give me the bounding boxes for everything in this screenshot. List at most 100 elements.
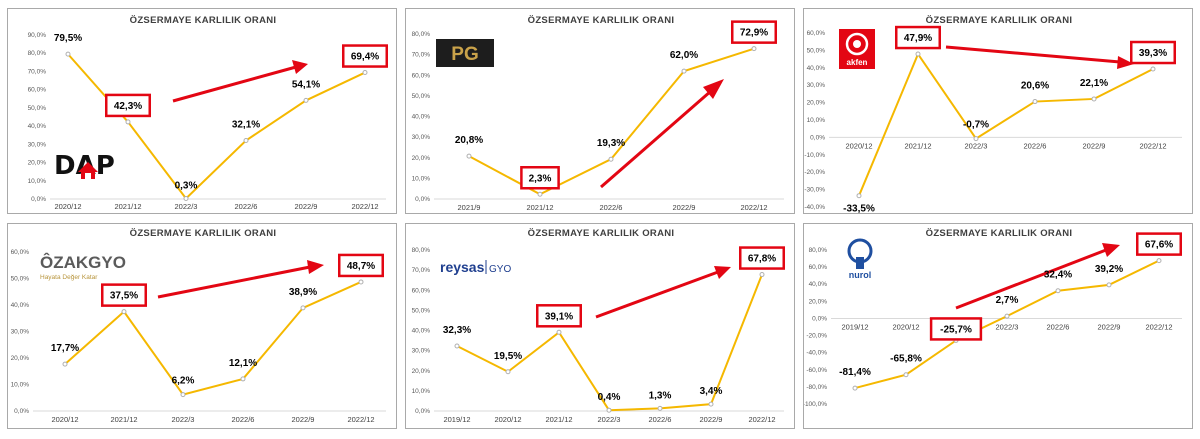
- y-tick-label: 60,0%: [412, 287, 431, 294]
- x-tick-label: 2022/12: [1139, 141, 1166, 150]
- x-tick-label: 2022/9: [700, 415, 723, 424]
- data-point: [759, 272, 765, 278]
- data-point: [65, 51, 71, 57]
- x-tick-label: 2022/3: [172, 415, 195, 424]
- y-tick-label: 40,0%: [809, 281, 828, 288]
- logo-wordmark: ÔZAKGYO: [40, 253, 126, 272]
- x-tick-label: 2022/6: [235, 202, 258, 211]
- y-tick-label: -10,0%: [804, 152, 825, 159]
- data-label: -33,5%: [843, 204, 875, 215]
- chart-title: ÖZSERMAYE KARLILIK ORANI: [130, 15, 277, 26]
- highlight-box: [739, 246, 785, 270]
- data-point: [358, 279, 364, 285]
- data-label: 20,8%: [455, 135, 483, 146]
- data-label: -81,4%: [839, 367, 871, 378]
- y-tick-label: 50,0%: [28, 105, 47, 112]
- data-label: 42,3%: [114, 101, 142, 112]
- y-tick-label: -80,0%: [806, 384, 827, 391]
- data-point: [681, 68, 687, 74]
- y-tick-label: 10,0%: [807, 117, 826, 124]
- y-tick-label: -60,0%: [806, 367, 827, 374]
- y-tick-label: 70,0%: [412, 52, 431, 59]
- data-label: 2,7%: [996, 295, 1019, 306]
- logo-wordmark: akfen: [847, 58, 868, 67]
- data-point: [1106, 282, 1112, 288]
- chart-panel-ozak-gyo: ÖZSERMAYE KARLILIK ORANI ÔZAKGYO Hayata …: [7, 223, 397, 429]
- highlight-box: [342, 44, 388, 68]
- x-tick-label: 2022/9: [1083, 141, 1106, 150]
- chart-title: ÖZSERMAYE KARLILIK ORANI: [130, 228, 277, 239]
- trend-arrow: [600, 79, 724, 189]
- data-point: [973, 136, 979, 142]
- highlight-box: [338, 253, 384, 278]
- x-tick-label: 2020/12: [494, 415, 521, 424]
- highlight-box: [536, 304, 582, 328]
- x-tick-label: 2022/12: [351, 202, 378, 211]
- x-tick-label: 2022/3: [175, 202, 198, 211]
- y-tick-label: 90,0%: [28, 32, 47, 39]
- x-tick-label: 2020/12: [892, 322, 919, 331]
- chart-panel-reysas-gyo: ÖZSERMAYE KARLILIK ORANI reysas GYO 0,0%…: [405, 223, 795, 429]
- data-point: [362, 70, 368, 76]
- x-tick-label: 2022/6: [1047, 322, 1070, 331]
- x-tick-label: 2022/3: [598, 415, 621, 424]
- chart-panel-dap: ÖZSERMAYE KARLILIK ORANI DAP 0,0% 10,0% 20…: [7, 8, 397, 214]
- trend-arrow: [955, 243, 1120, 310]
- data-label: 17,7%: [51, 343, 79, 354]
- data-label: 19,5%: [494, 351, 522, 362]
- y-tick-label: 0,0%: [812, 315, 827, 322]
- y-tick-label: 60,0%: [11, 249, 30, 256]
- chart-panel-pg: ÖZSERMAYE KARLILIK ORANI PG 0,0% 10,0% 20,…: [405, 8, 795, 214]
- y-tick-label: -30,0%: [804, 187, 825, 194]
- data-label: -0,7%: [963, 120, 989, 131]
- x-tick-label: 2021/12: [545, 415, 572, 424]
- x-tick-label: 2022/6: [1024, 141, 1047, 150]
- chart-panel-akfen: ÖZSERMAYE KARLILIK ORANI akfen -40,0% -30…: [803, 8, 1193, 215]
- y-tick-label: 80,0%: [809, 247, 828, 254]
- highlight-box: [1136, 232, 1182, 256]
- highlight-box: [1130, 40, 1176, 65]
- y-tick-label: 50,0%: [412, 307, 431, 314]
- chart-svg: ÖZSERMAYE KARLILIK ORANI DAP 0,0% 10,0% 20…: [28, 15, 388, 211]
- data-point: [240, 376, 246, 382]
- data-point: [537, 191, 543, 197]
- data-label: 32,1%: [232, 120, 260, 131]
- data-point: [303, 97, 309, 103]
- chart-svg: ÖZSERMAYE KARLILIK ORANI akfen -40,0% -30…: [804, 15, 1182, 215]
- y-tick-label: 20,0%: [412, 368, 431, 375]
- data-point: [1055, 288, 1061, 294]
- highlight-box: [520, 166, 560, 190]
- data-label: 0,3%: [175, 180, 198, 191]
- chart-svg: ÖZSERMAYE KARLILIK ORANI ÔZAKGYO Hayata …: [11, 228, 386, 424]
- trend-arrow: [945, 45, 1134, 69]
- ozak-gyo-logo: ÔZAKGYO Hayata Değer Katar: [40, 253, 126, 281]
- data-label: 39,2%: [1095, 264, 1123, 275]
- series-line: [64, 281, 362, 396]
- y-tick-label: 50,0%: [11, 276, 30, 283]
- nurol-logo: nurol: [847, 238, 873, 280]
- y-tick-label: 10,0%: [412, 175, 431, 182]
- logo-wordmark: PG: [451, 44, 478, 65]
- y-tick-label: 30,0%: [11, 329, 30, 336]
- x-tick-label: 2020/12: [54, 202, 81, 211]
- y-tick-label: 0,0%: [415, 196, 430, 203]
- data-point: [606, 407, 612, 413]
- x-tick-label: 2022/6: [232, 415, 255, 424]
- data-point: [243, 138, 249, 144]
- trend-arrow: [595, 266, 731, 319]
- data-label: 6,2%: [172, 376, 195, 387]
- highlight-box: [105, 93, 151, 118]
- data-point: [1032, 99, 1038, 105]
- pg-logo: PG: [436, 39, 494, 67]
- data-label: 39,3%: [1139, 48, 1167, 59]
- y-tick-label: 30,0%: [807, 82, 826, 89]
- data-label: 32,3%: [443, 325, 471, 336]
- data-point: [608, 156, 614, 162]
- data-point: [1091, 96, 1097, 102]
- chart-title: ÖZSERMAYE KARLILIK ORANI: [528, 228, 675, 239]
- data-point: [454, 343, 460, 349]
- y-tick-label: 60,0%: [28, 87, 47, 94]
- y-tick-label: 40,0%: [807, 65, 826, 72]
- akfen-logo: akfen: [839, 29, 875, 69]
- data-label: 47,9%: [904, 33, 932, 44]
